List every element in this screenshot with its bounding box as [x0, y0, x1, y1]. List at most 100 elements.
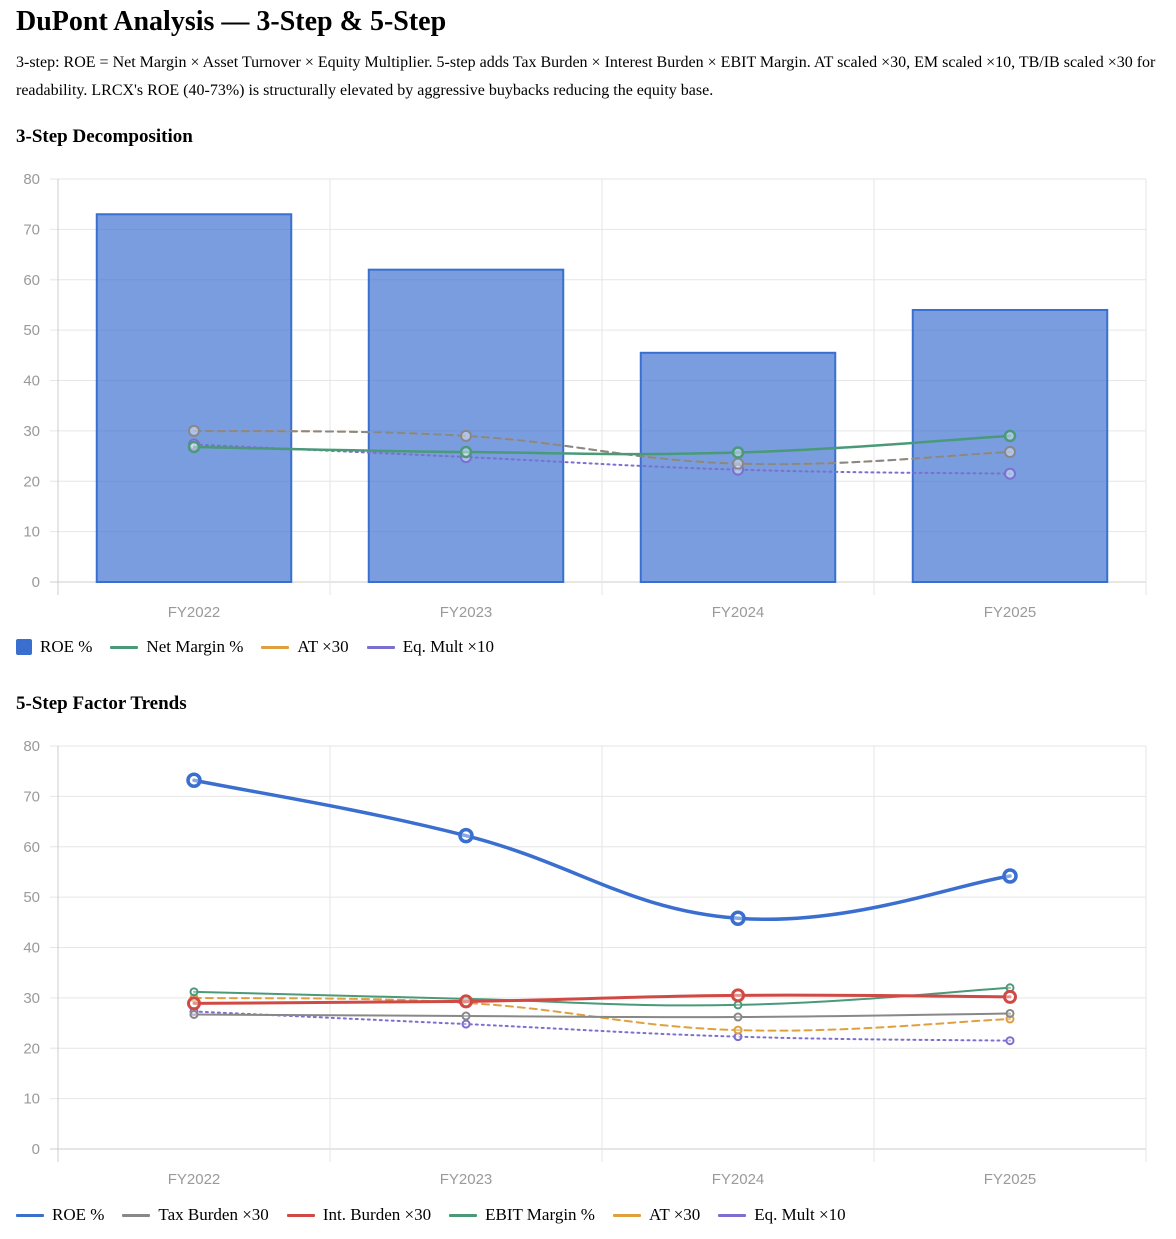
c2-point-eq-mult-10: [1005, 1036, 1015, 1046]
c1-legend-swatch: [261, 645, 290, 649]
c2-point-eq-mult-10: [461, 1019, 471, 1029]
c2-legend-item-at-30[interactable]: AT ×30: [612, 1205, 701, 1225]
c2-point-tax-burden-30: [461, 1011, 471, 1021]
c1-legend-label: ROE %: [40, 637, 93, 656]
c1-legend-item-at-30[interactable]: AT ×30: [261, 637, 349, 657]
c2-legend-item-int-burden-30[interactable]: Int. Burden ×30: [286, 1205, 432, 1225]
five-step-legend: ROE % Tax Burden ×30 Int. Burden ×30 EBIT M…: [16, 1205, 864, 1225]
c1-point-overlay: [1004, 446, 1016, 459]
c2-y-tick-label: 50: [23, 889, 40, 906]
c2-series-line-eq-mult-10: [193, 1010, 1011, 1042]
c2-x-tick-label: FY2023: [440, 1171, 493, 1188]
c1-series-line-overlay: [193, 429, 1011, 466]
c1-bar-fy2023: [367, 268, 565, 584]
c2-point-ebit-margin: [189, 987, 199, 997]
c2-legend-label: AT ×30: [648, 1205, 701, 1224]
c2-point-roe: [730, 910, 746, 927]
c2-y-tick-label: 40: [23, 940, 40, 957]
three-step-legend: ROE % Net Margin % AT ×30 Eq. Mult ×10: [16, 637, 512, 657]
c2-legend-swatch: [16, 1213, 44, 1217]
c1-y-tick-label: 60: [23, 272, 40, 289]
c1-series-line-net-margin: [192, 434, 1012, 456]
c1-legend-label: Net Margin %: [146, 637, 244, 656]
c2-legend-item-eq-mult-10[interactable]: Eq. Mult ×10: [718, 1205, 846, 1225]
c2-y-tick-label: 30: [23, 990, 40, 1007]
c2-point-tax-burden-30: [1005, 1008, 1015, 1018]
c2-y-tick-label: 10: [23, 1091, 40, 1108]
c2-point-roe: [458, 827, 474, 844]
c1-legend-item-eq-mult-10[interactable]: Eq. Mult ×10: [366, 637, 494, 657]
c2-legend-swatch: [449, 1213, 478, 1217]
c1-x-tick-label: FY2025: [984, 604, 1037, 621]
c1-x-tick-label: FY2023: [440, 604, 493, 621]
c2-point-int-burden-30: [731, 988, 745, 1003]
c1-legend-label: Eq. Mult ×10: [402, 637, 494, 656]
c1-bar-fy2025: [911, 308, 1109, 583]
c1-x-tick-label: FY2024: [712, 604, 765, 621]
c2-y-tick-label: 80: [23, 738, 40, 755]
c2-legend-label: Tax Burden ×30: [158, 1205, 269, 1224]
c1-y-tick-label: 40: [23, 373, 40, 390]
c2-point-roe: [1002, 868, 1018, 884]
c2-legend-swatch: [122, 1213, 151, 1217]
c1-point-net-margin: [731, 446, 745, 459]
c1-x-tick-label: FY2022: [168, 604, 221, 621]
c1-y-tick-label: 10: [23, 524, 40, 541]
c2-y-tick-label: 0: [32, 1141, 40, 1158]
c1-legend-item-net-margin[interactable]: Net Margin %: [110, 637, 243, 657]
three-step-title: 3-Step Decomposition: [16, 126, 193, 147]
c1-y-tick-label: 20: [23, 473, 40, 490]
c2-point-tax-burden-30: [733, 1012, 743, 1022]
c2-point-int-burden-30: [1003, 989, 1017, 1004]
c2-grid: 0 10 20 30 40 50 60 70 80 FY2022 FY2023 FY2024 FY202…: [23, 738, 1147, 1188]
c2-x-tick-label: FY2025: [984, 1171, 1037, 1188]
c1-point-net-margin: [459, 445, 473, 459]
c1-y-tick-label: 30: [23, 423, 40, 440]
c1-legend-swatch: [110, 645, 139, 649]
c2-point-roe: [186, 772, 202, 789]
c1-y-tick-label: 50: [23, 322, 40, 339]
c2-legend-label: ROE %: [52, 1205, 105, 1224]
five-step-title: 5-Step Factor Trends: [16, 693, 187, 714]
c1-legend-swatch: [16, 639, 32, 655]
c2-x-tick-label: FY2024: [712, 1171, 765, 1188]
c1-point-overlay: [460, 429, 472, 442]
c1-point-eq-mult-10: [1004, 467, 1016, 480]
c2-legend-swatch: [718, 1213, 747, 1217]
five-step-chart: 0 10 20 30 40 50 60 70 80 FY2022 FY2023 FY2024 FY202…: [23, 738, 1147, 1188]
c2-legend-swatch: [612, 1213, 641, 1217]
c2-point-tax-burden-30: [189, 1009, 199, 1019]
c1-bar-fy2022: [95, 213, 293, 583]
three-step-chart: 0 10 20 30 40 50 60 70 80 FY2022 FY2023 FY2024 FY202…: [23, 171, 1147, 621]
page-title: DuPont Analysis — 3-Step & 5-Step: [16, 6, 447, 37]
c1-point-net-margin: [187, 440, 201, 454]
c1-point-net-margin: [1003, 429, 1017, 443]
c2-point-at-30: [733, 1025, 743, 1035]
c2-series-line-tax-burden-30: [193, 1012, 1011, 1019]
c2-series-line-roe: [192, 778, 1012, 921]
c1-legend-item-roe[interactable]: ROE %: [16, 637, 92, 657]
c2-y-tick-label: 70: [23, 788, 40, 805]
c1-y-tick-label: 70: [23, 221, 40, 238]
c2-point-ebit-margin: [733, 1000, 743, 1010]
c2-y-tick-label: 20: [23, 1040, 40, 1057]
c1-point-overlay: [732, 457, 744, 470]
c2-legend-item-roe[interactable]: ROE %: [16, 1205, 104, 1225]
page-description: 3-step: ROE = Net Margin × Asset Turnove…: [16, 54, 1156, 99]
c1-legend-label: AT ×30: [297, 637, 349, 656]
c2-y-tick-label: 60: [23, 839, 40, 856]
c2-legend-swatch: [286, 1213, 315, 1217]
c2-legend-label: Eq. Mult ×10: [754, 1205, 846, 1224]
c2-legend-item-tax-burden-30[interactable]: Tax Burden ×30: [122, 1205, 269, 1225]
c2-legend-item-ebit-margin[interactable]: EBIT Margin %: [449, 1205, 595, 1225]
c2-legend-label: EBIT Margin %: [485, 1205, 595, 1224]
c2-point-int-burden-30: [459, 994, 473, 1009]
c1-y-tick-label: 80: [23, 171, 40, 188]
c1-legend-swatch: [366, 645, 395, 649]
c2-legend-label: Int. Burden ×30: [322, 1205, 432, 1224]
c1-y-tick-label: 0: [32, 574, 40, 591]
c1-point-overlay: [188, 424, 200, 437]
c2-series-line-int-burden-30: [192, 993, 1012, 1005]
c2-x-tick-label: FY2022: [168, 1171, 221, 1188]
c2-point-int-burden-30: [187, 996, 201, 1011]
